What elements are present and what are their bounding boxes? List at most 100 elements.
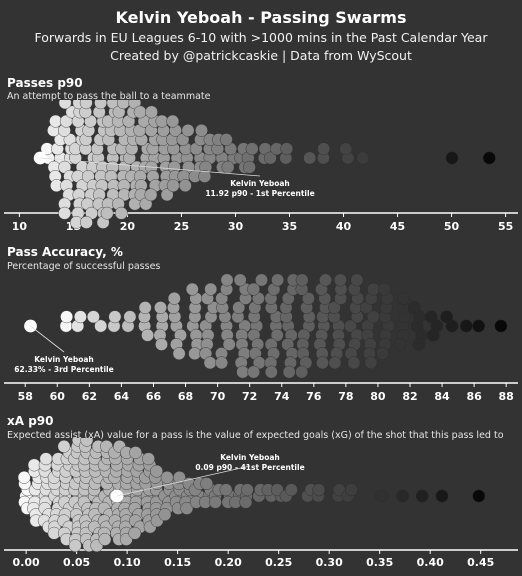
x-tick-label: 0.30 (316, 556, 343, 569)
swarm-dot (142, 452, 155, 466)
swarm-dot (282, 365, 296, 379)
x-tick-label: 30 (228, 220, 244, 233)
swarm-dot (138, 301, 152, 314)
swarm-dot (60, 310, 73, 324)
swarm-dot (221, 160, 235, 174)
swarm-dot (181, 124, 195, 137)
x-tick-label: 20 (120, 220, 136, 233)
x-tick-label: 55 (498, 220, 513, 233)
swarm-dot (301, 292, 315, 305)
swarm-dot (39, 452, 53, 466)
x-tick-label: 70 (210, 390, 226, 403)
swarm-dot (17, 471, 31, 484)
x-tick-label: 50 (444, 220, 460, 233)
swarm-dot (303, 151, 317, 165)
swarm-dot (58, 100, 72, 110)
x-tick-label: 86 (466, 390, 482, 403)
swarm-dot (219, 483, 233, 497)
swarm-dot (333, 273, 347, 287)
swarm-dot (339, 142, 353, 156)
swarm-dot (232, 301, 246, 314)
panel-xa-title: xA p90 (7, 414, 54, 428)
swarm-dot (459, 319, 473, 333)
swarm-dot (264, 365, 278, 379)
swarm-dot (494, 319, 508, 333)
swarm-dot (263, 151, 277, 165)
x-tick-label: 45 (390, 220, 405, 233)
swarm-dot (347, 356, 361, 370)
swarm-dot (215, 356, 229, 370)
swarm-dot (79, 100, 93, 110)
swarm-dot (98, 533, 112, 546)
chart-title: Kelvin Yeboah - Passing Swarms (115, 8, 407, 27)
swarm-dot (155, 338, 168, 351)
x-tick-label: 10 (12, 220, 28, 233)
swarm-dot (435, 489, 449, 503)
swarm-dot (426, 328, 440, 342)
swarm-dot (178, 179, 192, 193)
swarm-dot (150, 464, 164, 478)
annotation-line (40, 157, 261, 177)
swarm-dot (180, 502, 194, 515)
x-tick-label: 0.25 (265, 556, 292, 569)
chart-subtitle: Forwards in EU Leagues 6-10 with >1000 m… (34, 30, 488, 45)
swarm-dot (270, 328, 284, 342)
swarm-dot (245, 142, 259, 156)
swarm-dot (271, 273, 284, 287)
swarm-dot (284, 483, 298, 497)
annotation-line (30, 325, 65, 353)
swarm-dot (472, 489, 486, 503)
swarm-dot (58, 206, 71, 220)
x-tick-label: 60 (50, 390, 66, 403)
x-tick-label: 0.45 (467, 556, 494, 569)
x-tick-label: 78 (338, 390, 353, 403)
swarm-dot (424, 310, 438, 324)
x-tick-label: 25 (174, 220, 189, 233)
swarm-dot (185, 282, 199, 296)
swarm-dot (219, 133, 233, 146)
swarm-dot (280, 142, 294, 156)
swarm-dot (27, 458, 41, 472)
swarm-dot (94, 319, 108, 333)
swarm-dot (100, 206, 114, 220)
swarm-dot (356, 151, 370, 165)
x-tick-label: 88 (499, 390, 514, 403)
x-tick-label: 62 (82, 390, 97, 403)
x-tick-label: 0.00 (13, 556, 40, 569)
swarm-dot (68, 539, 82, 553)
x-tick-label: 80 (370, 390, 386, 403)
x-tick-label: 0.15 (164, 556, 191, 569)
x-tick-label: 74 (274, 390, 290, 403)
x-tick-label: 35 (282, 220, 297, 233)
swarm-dot (247, 365, 261, 379)
swarm-dot (396, 489, 409, 503)
swarm-dot (472, 319, 485, 333)
swarm-dot (141, 328, 155, 342)
swarm-dot (247, 282, 261, 296)
swarm-dot (393, 338, 407, 351)
panel-passes-title: Passes p90 (7, 76, 83, 90)
swarm-dot (350, 273, 364, 287)
annotation-player-name: Kelvin Yeboah (230, 179, 290, 188)
swarm-dot (155, 114, 169, 128)
swarm-dot (312, 483, 326, 497)
swarm-dot (195, 124, 208, 137)
swarm-dot (316, 356, 329, 370)
swarm-dot (128, 526, 142, 540)
swarm-dot (415, 489, 429, 503)
swarm-dot (188, 347, 202, 361)
chart-credit: Created by @patrickcaskie | Data from Wy… (110, 48, 412, 63)
swarm-dot (166, 114, 180, 128)
swarm-dot (239, 495, 253, 509)
x-tick-label: 0.40 (417, 556, 444, 569)
x-tick-label: 58 (18, 390, 33, 403)
x-tick-label: 72 (242, 390, 257, 403)
swarm-dot (327, 301, 341, 314)
swarm-dot (445, 151, 459, 165)
x-tick-label: 0.20 (215, 556, 242, 569)
swarm-dot (255, 273, 268, 287)
panel-accuracy-subtitle: Percentage of successful passes (7, 261, 161, 272)
panel-xa-subtitle: Expected assist (xA) value for a pass is… (7, 430, 504, 441)
annotation-player-name: Kelvin Yeboah (220, 453, 280, 462)
